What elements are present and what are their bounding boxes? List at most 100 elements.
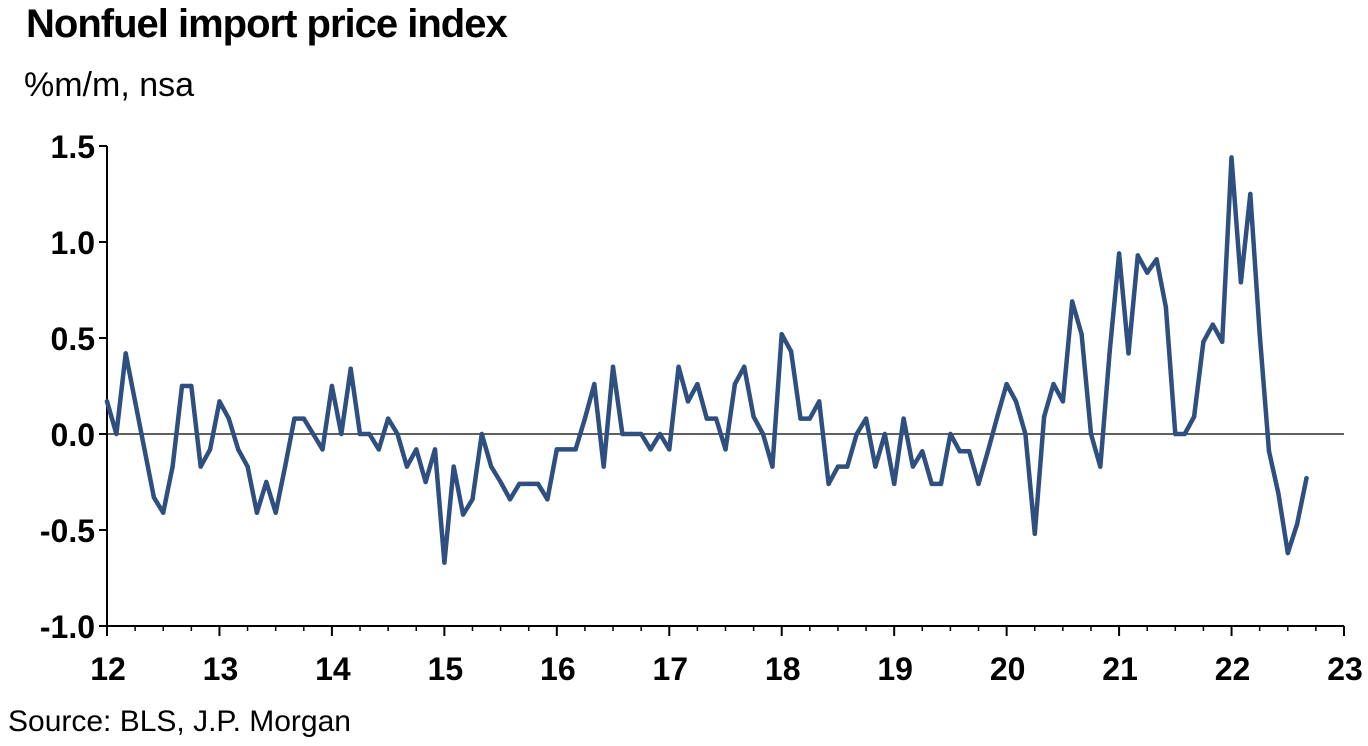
data-point bbox=[826, 481, 831, 487]
data-point bbox=[817, 399, 822, 404]
data-point bbox=[470, 497, 475, 502]
data-point bbox=[273, 510, 278, 515]
data-point bbox=[395, 431, 400, 437]
data-point bbox=[385, 416, 391, 421]
data-point bbox=[254, 510, 260, 515]
data-point bbox=[245, 464, 250, 469]
data-point bbox=[592, 381, 597, 387]
data-point bbox=[1294, 522, 1300, 527]
x-tick-label: 12 bbox=[90, 651, 126, 687]
source-note: Source: BLS, J.P. Morgan bbox=[8, 705, 351, 738]
data-point bbox=[535, 481, 541, 487]
x-tick-label: 15 bbox=[428, 651, 464, 687]
x-axis-ticks: 12 13 14 15 16 17 18 19 20 21 22 23 bbox=[90, 626, 1363, 687]
data-point bbox=[882, 431, 887, 437]
data-point bbox=[1248, 191, 1253, 197]
data-point bbox=[1079, 332, 1084, 337]
data-point bbox=[713, 416, 719, 421]
x-tick-label: 22 bbox=[1215, 651, 1251, 687]
data-point bbox=[498, 479, 503, 485]
data-point bbox=[564, 447, 569, 452]
data-point bbox=[1285, 550, 1291, 556]
data-point bbox=[807, 416, 812, 421]
data-point bbox=[179, 383, 185, 389]
data-points bbox=[104, 155, 1309, 565]
data-point bbox=[854, 431, 859, 437]
data-point bbox=[432, 447, 438, 452]
data-point bbox=[788, 349, 794, 354]
data-point bbox=[798, 416, 803, 421]
data-point bbox=[311, 431, 316, 437]
data-point bbox=[742, 364, 747, 369]
data-point bbox=[1107, 349, 1112, 354]
data-point bbox=[142, 447, 147, 452]
data-point bbox=[114, 431, 119, 437]
data-point bbox=[151, 495, 157, 500]
data-point bbox=[554, 447, 559, 452]
data-point bbox=[957, 449, 962, 454]
data-point bbox=[507, 497, 513, 502]
data-point bbox=[1257, 332, 1262, 337]
y-tick-label: 0.0 bbox=[51, 417, 95, 453]
data-point bbox=[1098, 464, 1103, 469]
data-point bbox=[1116, 251, 1122, 256]
data-point bbox=[1238, 280, 1244, 285]
data-point bbox=[723, 447, 728, 452]
data-point bbox=[123, 351, 128, 356]
data-point bbox=[217, 399, 222, 404]
data-point bbox=[1304, 476, 1309, 481]
data-point bbox=[161, 510, 166, 515]
data-point bbox=[1070, 299, 1075, 304]
data-point bbox=[1173, 431, 1178, 437]
x-tick-label: 16 bbox=[540, 651, 576, 687]
data-point bbox=[910, 464, 916, 469]
data-point bbox=[873, 464, 878, 469]
data-point bbox=[1126, 351, 1131, 356]
data-point bbox=[226, 416, 231, 421]
data-point bbox=[835, 464, 841, 469]
data-point bbox=[732, 381, 738, 387]
data-point bbox=[1154, 257, 1159, 262]
x-tick-label: 14 bbox=[315, 651, 351, 687]
data-point bbox=[451, 464, 456, 469]
data-point bbox=[995, 414, 1000, 419]
data-point bbox=[348, 366, 353, 371]
data-point bbox=[264, 479, 269, 485]
data-point bbox=[901, 416, 906, 421]
data-point bbox=[695, 381, 700, 387]
data-point bbox=[685, 399, 691, 404]
x-tick-label: 19 bbox=[877, 651, 913, 687]
data-point bbox=[1135, 253, 1141, 258]
x-tick-label: 21 bbox=[1102, 651, 1138, 687]
x-tick-label: 23 bbox=[1327, 651, 1363, 687]
x-tick-label: 17 bbox=[652, 651, 688, 687]
data-point bbox=[704, 416, 709, 421]
data-point bbox=[892, 481, 897, 487]
data-point bbox=[132, 399, 138, 404]
data-point bbox=[657, 431, 663, 437]
data-point bbox=[1004, 381, 1009, 387]
data-point bbox=[985, 449, 991, 454]
data-point bbox=[648, 447, 653, 452]
x-tick-label: 18 bbox=[765, 651, 801, 687]
data-point bbox=[1013, 399, 1019, 404]
data-point bbox=[423, 479, 428, 485]
data-point bbox=[1163, 305, 1169, 310]
data-point bbox=[329, 383, 335, 389]
y-tick-label: 0.5 bbox=[51, 321, 95, 357]
data-point bbox=[967, 449, 972, 454]
data-point bbox=[479, 431, 484, 437]
data-point bbox=[442, 560, 447, 565]
data-point bbox=[1032, 531, 1038, 536]
data-point bbox=[1191, 414, 1197, 419]
data-point bbox=[367, 431, 372, 437]
y-tick-label: -0.5 bbox=[40, 513, 95, 549]
data-point bbox=[1088, 431, 1094, 437]
data-point bbox=[779, 332, 784, 337]
data-point bbox=[545, 497, 550, 502]
data-point bbox=[1145, 270, 1150, 275]
data-point bbox=[1060, 399, 1066, 404]
data-point bbox=[1266, 449, 1272, 454]
data-point bbox=[1023, 431, 1028, 437]
data-point bbox=[639, 431, 644, 437]
